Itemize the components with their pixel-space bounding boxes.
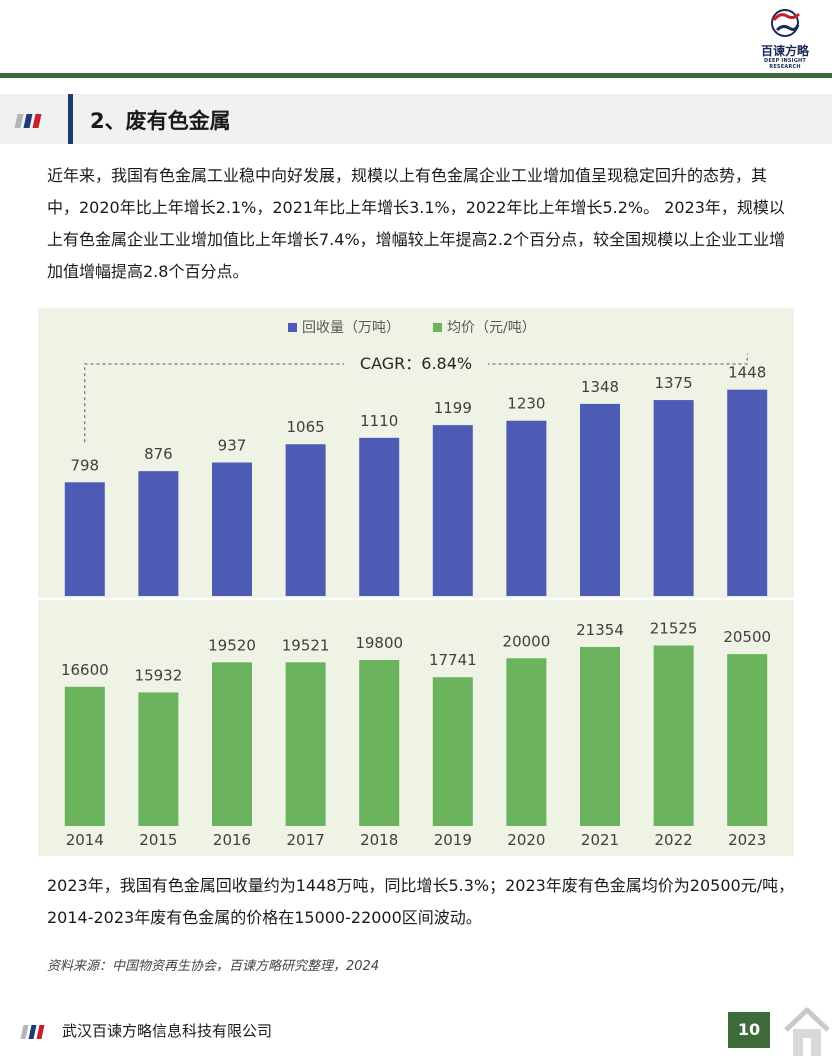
brand-name: 百谏方略 [760,44,809,58]
volume-bar [138,471,179,596]
price-data-label: 21354 [576,621,624,639]
volume-data-label: 798 [70,456,99,474]
price-bar [580,646,620,826]
price-data-label: 20000 [503,632,551,650]
volume-data-label: 937 [218,436,247,454]
price-bar [138,692,179,826]
volume-data-label: 1199 [434,399,472,417]
volume-bar [212,462,252,596]
price-bar [212,662,252,826]
volume-bar [432,425,473,596]
brand-subtitle: DEEP INSIGHT RESEARCH [764,58,806,70]
footer-flag-decoration [20,1024,46,1043]
chart-container: 回收量（万吨） 均价（元/吨） 798 876 937 1065 1110 1199 1230 1… [38,308,794,856]
x-tick-label: 2022 [655,831,693,849]
volume-bar [285,444,326,596]
volume-data-label: 1065 [287,418,325,436]
price-bar [64,686,105,826]
volume-bar [653,400,694,596]
price-data-label: 20500 [723,628,771,646]
price-data-label: 17741 [429,651,477,669]
volume-data-label: 1348 [581,378,619,396]
x-tick-label: 2015 [139,831,177,849]
price-bar [653,645,694,826]
price-data-label: 16600 [61,661,109,679]
flag-decoration [14,113,43,132]
volume-bar [359,437,400,596]
price-bar [432,677,473,826]
x-tick-label: 2018 [360,831,398,849]
legend-label: 回收量（万吨） [302,320,400,336]
chart-svg: 回收量（万吨） 均价（元/吨） 798 876 937 1065 1110 1199 1230 1… [38,308,794,856]
cagr-label-bg [344,349,488,379]
page-number: 10 [728,1012,770,1048]
volume-bar [580,403,620,596]
legend-swatch [433,323,442,332]
x-tick-label: 2021 [581,831,619,849]
footer-company: 武汉百谏方略信息科技有限公司 [62,1022,273,1040]
brand-logo-icon [771,9,801,37]
section-header: 2、废有色金属 [0,94,832,144]
section-title-bar [68,94,73,144]
volume-bar [506,420,547,596]
price-data-label: 19800 [355,634,403,652]
brand-logo: 百谏方略 DEEP INSIGHT RESEARCH [752,6,818,70]
volume-data-label: 1230 [507,395,545,413]
price-bar [359,659,400,826]
volume-data-label: 1375 [655,374,693,392]
x-tick-label: 2023 [728,831,766,849]
summary-paragraph: 2023年，我国有色金属回收量约为1448万吨，同比增长5.3%；2023年废有… [47,876,795,927]
legend-label: 均价（元/吨） [447,320,536,336]
x-tick-label: 2019 [434,831,472,849]
price-data-label: 21525 [650,620,698,638]
price-bar [285,662,326,826]
x-tick-label: 2016 [213,831,251,849]
price-bar [727,654,768,826]
volume-bar [727,389,768,596]
volume-data-label: 1110 [360,412,398,430]
intro-paragraph: 近年来，我国有色金属工业稳中向好发展，规模以上有色金属企业工业增加值呈现稳定回升… [47,166,786,281]
legend-swatch [288,323,297,332]
price-data-label: 15932 [135,666,183,684]
price-bar [506,658,547,826]
x-tick-label: 2017 [287,831,325,849]
source-note: 资料来源：中国物资再生协会，百谏方略研究整理，2024 [47,959,380,974]
price-data-label: 19521 [282,636,330,654]
header-rule [0,73,832,78]
x-tick-label: 2014 [66,831,104,849]
volume-data-label: 876 [144,445,173,463]
home-icon[interactable] [782,1000,832,1058]
section-title: 2、废有色金属 [90,109,231,133]
cagr-annotation: CAGR：6.84% [360,354,472,373]
volume-bar [64,482,105,596]
volume-data-label: 1448 [728,364,766,382]
x-tick-label: 2020 [507,831,545,849]
price-data-label: 19520 [208,636,256,654]
